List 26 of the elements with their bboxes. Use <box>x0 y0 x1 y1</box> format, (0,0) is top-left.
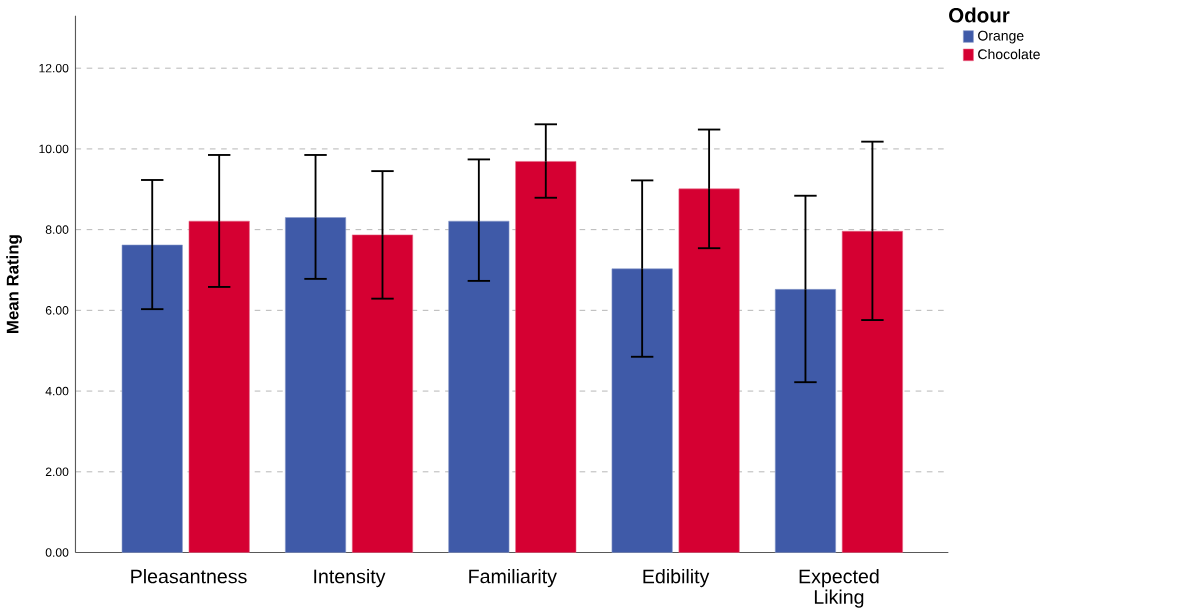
x-tick-label: Familiarity <box>469 568 557 588</box>
legend-label: Orange <box>978 30 1024 44</box>
x-tick-label: Expected Liking <box>799 568 879 608</box>
bar <box>611 268 673 553</box>
bar <box>188 220 250 553</box>
bar <box>515 161 577 553</box>
y-tick-label: 4.00 <box>45 386 69 396</box>
y-tick-label: 10.00 <box>39 144 69 154</box>
bar <box>121 244 183 553</box>
y-axis-title: Mean Rating <box>6 235 22 333</box>
y-tick-label: 8.00 <box>45 225 69 234</box>
y-tick-label: 0.00 <box>45 548 69 557</box>
x-tick-label: Pleasantness <box>131 568 247 584</box>
x-tick-label: Edibility <box>643 568 710 588</box>
y-tick-label: 6.00 <box>45 306 69 315</box>
y-tick-label: 2.00 <box>45 467 69 477</box>
bar <box>448 220 510 553</box>
bar <box>678 188 740 553</box>
bar <box>352 234 413 553</box>
legend-label: Chocolate <box>978 48 1040 60</box>
bar <box>774 289 836 553</box>
legend-title: Odour <box>949 7 1010 23</box>
y-tick-label: 12.00 <box>39 63 69 73</box>
bar <box>841 230 903 553</box>
x-tick-label: Intensity <box>314 568 386 588</box>
bar <box>285 217 347 553</box>
